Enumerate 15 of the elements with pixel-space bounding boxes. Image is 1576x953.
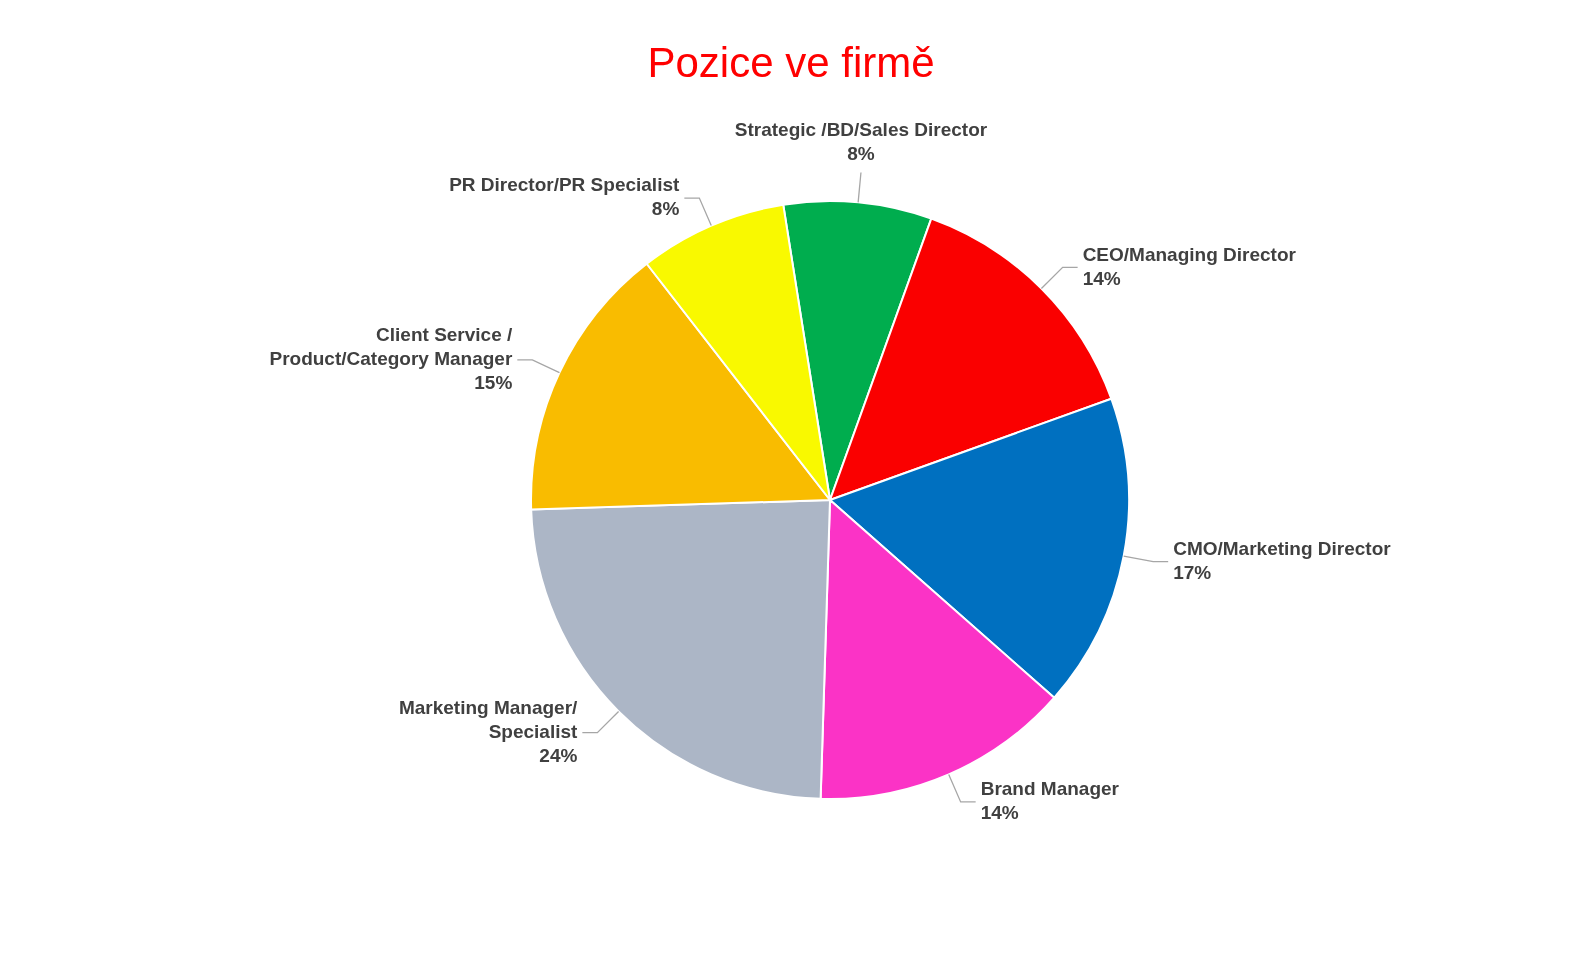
slice-label: Strategic /BD/Sales Director [734,118,988,140]
slice-label: Client Service / Product/Category Manager [269,324,514,370]
data-label: 8% [651,198,680,220]
slice-label: CMO/Marketing Director [1173,537,1392,559]
slice-label: PR Director/PR Specialist [449,174,680,196]
slice-label: Brand Manager [980,778,1120,800]
chart-title: Pozice ve firmě [646,38,936,88]
data-label: 17% [1173,561,1212,583]
slice-label: Marketing Manager/ Specialist [398,696,579,742]
slice-label: CEO/Managing Director [1082,243,1297,265]
data-label: 8% [847,142,875,164]
data-label: 14% [980,802,1019,824]
data-label: 15% [474,372,513,394]
data-label: 24% [539,744,578,766]
data-label: 14% [1082,267,1121,289]
